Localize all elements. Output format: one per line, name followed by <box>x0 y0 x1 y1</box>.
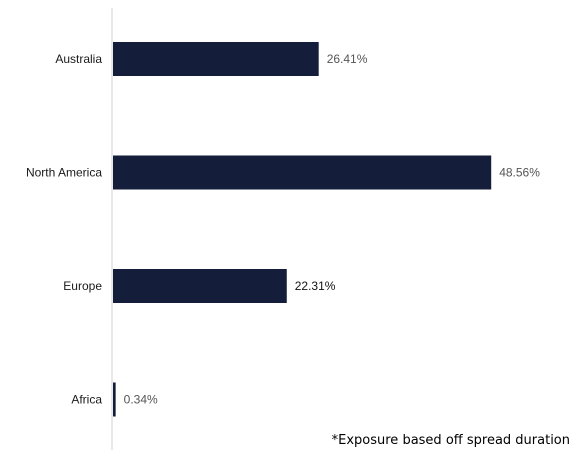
footnote: *Exposure based off spread duration <box>331 433 570 448</box>
value-label-africa: 0.34% <box>124 393 158 407</box>
bar-north-america <box>113 155 492 190</box>
category-label-europe: Europe <box>63 279 102 293</box>
bar-europe <box>113 269 287 303</box>
category-label-north-america: North America <box>26 166 102 180</box>
value-label-australia: 26.41% <box>327 52 368 66</box>
value-label-north-america: 48.56% <box>499 166 540 180</box>
category-label-australia: Australia <box>55 52 102 66</box>
value-labels: 26.41% 48.56% 22.31% 0.34% <box>124 52 541 407</box>
bar-africa <box>113 382 116 417</box>
bar-australia <box>113 42 319 76</box>
value-label-europe: 22.31% <box>295 279 336 293</box>
category-labels: Australia North America Europe Africa <box>26 52 102 407</box>
category-label-africa: Africa <box>71 393 102 407</box>
bars-layer <box>113 42 492 417</box>
